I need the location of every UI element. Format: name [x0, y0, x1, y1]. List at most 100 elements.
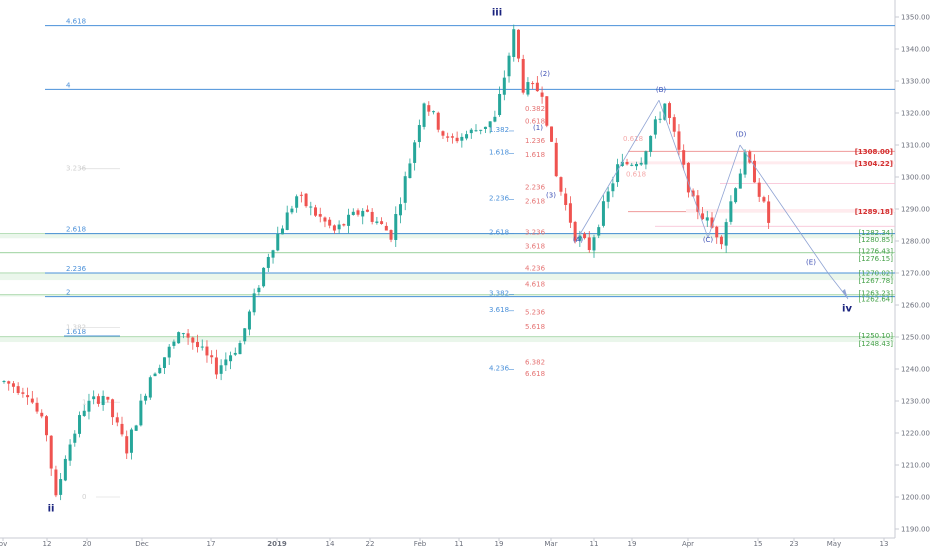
time-tick-label: 17	[207, 540, 216, 548]
support-price-tag: [1276.15]	[859, 255, 894, 263]
fib-mid-label: 3.618	[489, 306, 509, 314]
time-tick-label: 15	[754, 540, 763, 548]
resistance-price-tag: [1308.00]	[855, 148, 893, 156]
candle-body	[653, 119, 657, 135]
support-price-tag: [1267.78]	[859, 277, 894, 285]
support-price-tag: [1280.85]	[859, 236, 894, 244]
candle-body	[507, 55, 511, 77]
candle-body	[701, 213, 705, 220]
wave-projection-line	[707, 144, 741, 238]
candle-body	[620, 161, 624, 166]
fib-mid-label: 3.382	[489, 289, 509, 297]
support-zone	[0, 252, 895, 254]
candle-body	[738, 173, 742, 189]
time-tick-label: 11	[455, 540, 464, 548]
candle-body	[271, 250, 275, 258]
candle-body	[752, 160, 756, 183]
candle-body	[153, 373, 157, 377]
candle-body	[710, 217, 714, 228]
price-tick-label: 1250.00	[901, 334, 930, 342]
candle-body	[460, 136, 464, 141]
candle-body	[214, 357, 218, 375]
candle-body	[87, 400, 91, 412]
candle-body	[144, 395, 148, 401]
candle-body	[120, 423, 124, 435]
candle-body	[365, 209, 369, 212]
fib-mid-label: 1.382	[489, 126, 509, 134]
candle-body	[323, 217, 327, 222]
candle-body	[380, 221, 384, 225]
candle-body	[748, 151, 752, 163]
candle-body	[11, 383, 15, 387]
candle-body	[719, 236, 723, 245]
candle-body	[729, 201, 733, 222]
candle-body	[361, 210, 365, 217]
time-tick-label: 14	[326, 540, 335, 548]
candle-body	[2, 381, 6, 383]
support-price-tag: [1270.02]	[859, 270, 894, 278]
candle-body	[295, 196, 299, 208]
price-tick-label: 1290.00	[901, 206, 930, 214]
candle-body	[243, 328, 247, 342]
fib-mid-red-label: 5.618	[525, 323, 545, 331]
candle-body	[59, 479, 63, 495]
candle-body	[512, 29, 516, 57]
support-zone	[0, 336, 895, 343]
candle-body	[73, 433, 77, 443]
candle-body	[630, 164, 634, 166]
time-tick-label: 11	[590, 540, 599, 548]
wave-label: iii	[492, 7, 502, 18]
fib-faded-mid-label: 0.618	[626, 170, 646, 178]
support-price-tag: [1276.43]	[859, 247, 894, 255]
candle-body	[672, 117, 676, 132]
candle-body	[177, 332, 181, 344]
candle-body	[384, 225, 388, 231]
candle-body	[427, 105, 431, 112]
candle-body	[247, 311, 251, 330]
support-price-tag: [1262.64]	[859, 295, 894, 303]
price-tick-label: 1200.00	[901, 494, 930, 502]
candle-body	[644, 151, 648, 165]
sub-wave-label: (C)	[703, 236, 714, 244]
candle-body	[200, 346, 204, 348]
candle-body	[304, 193, 308, 207]
candle-body	[229, 355, 233, 362]
candle-body	[101, 395, 105, 405]
candle-body	[677, 131, 681, 150]
candle-body	[469, 129, 473, 134]
candle-body	[526, 82, 530, 95]
candle-body	[535, 82, 539, 92]
candle-body	[196, 341, 200, 348]
fib-mid-label: 4.236	[489, 364, 510, 372]
candle-body	[446, 136, 450, 138]
candle-body	[762, 197, 766, 202]
candle-body	[592, 237, 596, 251]
candle-body	[106, 396, 110, 400]
candle-body	[441, 131, 445, 136]
candle-body	[276, 233, 280, 251]
candle-body	[186, 333, 190, 338]
fib-faded-label: 3.236	[66, 165, 87, 173]
candle-body	[734, 188, 738, 203]
candle-body	[578, 235, 582, 241]
fib-mid-red-label: 4.236	[525, 265, 546, 273]
price-tick-label: 1280.00	[901, 238, 930, 246]
candle-body	[299, 194, 303, 196]
fib-mid-red-label: 0.382	[525, 105, 545, 113]
sub-wave-label: (2)	[540, 70, 550, 78]
candle-body	[351, 211, 355, 215]
candle-body	[92, 396, 96, 400]
candle-body	[115, 417, 119, 423]
candle-body	[148, 377, 152, 398]
price-tick-label: 1230.00	[901, 398, 930, 406]
time-tick-label: Apr	[682, 540, 694, 548]
candle-body	[573, 221, 577, 241]
candle-body	[63, 458, 67, 481]
candle-body	[96, 396, 100, 404]
candle-body	[54, 469, 58, 496]
fib-mid-red-label: 6.618	[525, 370, 545, 378]
candle-body	[139, 400, 143, 426]
resistance-price-tag: [1304.22]	[855, 160, 893, 168]
